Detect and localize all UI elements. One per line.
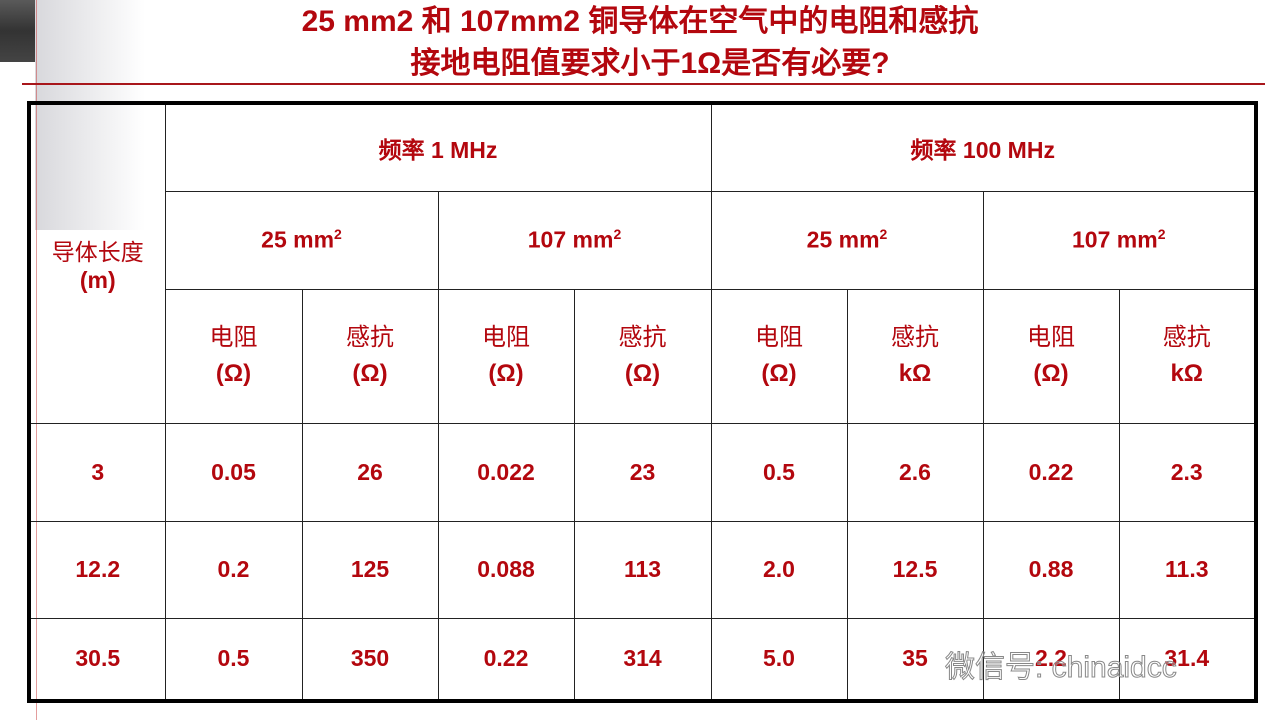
table-cell: 31.4 (1118, 617, 1257, 702)
table-cell: 5.0 (710, 617, 848, 702)
sub-header: 感抗 kΩ (1118, 288, 1257, 424)
conductor-size-header: 25 mm2 (164, 190, 439, 290)
table-cell: 26 (301, 422, 439, 522)
table-cell: 0.22 (437, 617, 575, 702)
sub-header: 感抗 kΩ (846, 288, 984, 424)
table-cell: 2.3 (1118, 422, 1257, 522)
table-cell: 314 (573, 617, 712, 702)
sub-header: 电阻 (Ω) (164, 288, 303, 424)
table-row: 12.2 0.2 125 0.088 113 2.0 12.5 0.88 11.3 (28, 520, 1257, 619)
conductor-size-header: 107 mm2 (982, 190, 1257, 290)
table-cell: 350 (301, 617, 439, 702)
freq-header-100mhz: 频率 100 MHz (710, 102, 1257, 192)
title-divider (22, 83, 1265, 85)
table-cell: 0.022 (437, 422, 575, 522)
table-cell: 2.6 (846, 422, 984, 522)
table-cell: 0.05 (164, 422, 303, 522)
sub-header: 电阻 (Ω) (437, 288, 575, 424)
table-cell: 11.3 (1118, 520, 1257, 619)
table-cell: 23 (573, 422, 712, 522)
table-cell: 0.2 (164, 520, 303, 619)
table-cell: 0.088 (437, 520, 575, 619)
sub-header: 感抗 (Ω) (573, 288, 712, 424)
sub-header: 感抗 (Ω) (301, 288, 439, 424)
table-cell: 0.5 (164, 617, 303, 702)
table-cell: 35 (846, 617, 984, 702)
table-cell: 2.2 (982, 617, 1120, 702)
table-cell: 12.5 (846, 520, 984, 619)
table-cell: 30.5 (28, 617, 166, 702)
table-row: 3 0.05 26 0.022 23 0.5 2.6 0.22 2.3 (28, 422, 1257, 522)
table-cell: 12.2 (28, 520, 166, 619)
watermark: 微信号: chinaidcc (945, 651, 1178, 685)
slide-title-line1: 25 mm2 和 107mm2 铜导体在空气中的电阻和感抗 (301, 5, 979, 38)
table-cell: 3 (28, 422, 166, 522)
slide-title-line2: 接地电阻值要求小于1Ω是否有必要? (410, 47, 890, 80)
data-table: 导体长度 (m) 频率 1 MHz 频率 100 MHz 25 mm2 107 mm… (27, 101, 1258, 703)
decorative-bar (0, 0, 35, 62)
table-cell: 125 (301, 520, 439, 619)
table-cell: 0.22 (982, 422, 1120, 522)
table-row: 30.5 0.5 350 0.22 314 5.0 35 2.2 31.4 (28, 617, 1257, 702)
length-header: 导体长度 (m) (28, 102, 166, 424)
table-cell: 113 (573, 520, 712, 619)
conductor-size-header: 107 mm2 (437, 190, 712, 290)
table-cell: 2.0 (710, 520, 848, 619)
sub-header: 电阻 (Ω) (982, 288, 1120, 424)
freq-header-1mhz: 频率 1 MHz (164, 102, 712, 192)
conductor-size-header: 25 mm2 (710, 190, 984, 290)
table-cell: 0.5 (710, 422, 848, 522)
sub-header: 电阻 (Ω) (710, 288, 848, 424)
table-cell: 0.88 (982, 520, 1120, 619)
